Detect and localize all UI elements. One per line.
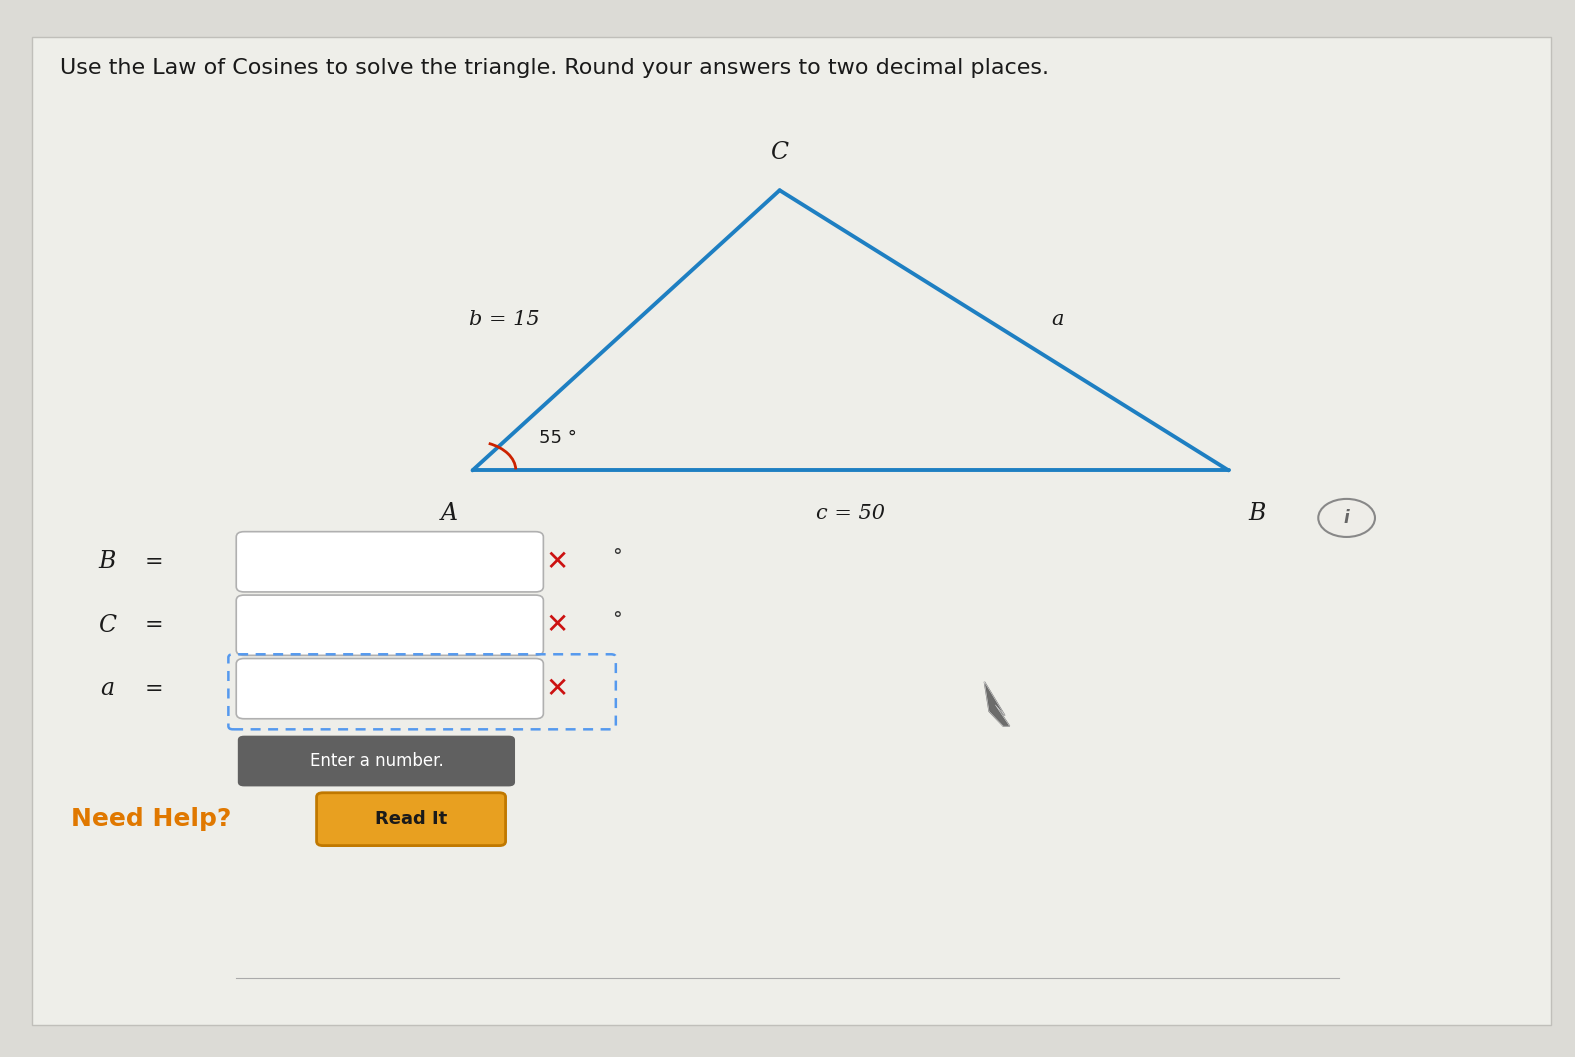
Text: C: C [98,614,117,636]
FancyBboxPatch shape [32,37,1551,1025]
FancyBboxPatch shape [317,793,506,846]
FancyBboxPatch shape [238,736,515,786]
Text: i: i [1343,508,1350,527]
Text: Read It: Read It [375,810,447,829]
Text: Use the Law of Cosines to solve the triangle. Round your answers to two decimal : Use the Law of Cosines to solve the tria… [60,58,1049,78]
Text: =: = [145,679,164,699]
Text: °: ° [613,611,622,629]
Text: Need Help?: Need Help? [71,808,232,831]
FancyBboxPatch shape [236,595,543,655]
Polygon shape [984,682,1010,726]
Text: Enter a number.: Enter a number. [310,752,443,771]
Text: B: B [1247,502,1266,525]
FancyBboxPatch shape [236,659,543,719]
Text: B: B [98,551,117,573]
Text: ✕: ✕ [547,548,569,576]
Text: c = 50: c = 50 [816,504,885,523]
Text: =: = [145,552,164,572]
Text: =: = [145,615,164,635]
Text: 55 °: 55 ° [539,429,576,447]
Text: a: a [1052,311,1063,329]
Text: °: ° [613,548,622,565]
Text: ✕: ✕ [547,674,569,703]
Text: C: C [770,141,789,164]
FancyBboxPatch shape [236,532,543,592]
Text: a: a [101,678,113,700]
Text: ✕: ✕ [547,611,569,639]
Circle shape [1318,499,1375,537]
Text: A: A [441,502,457,525]
Text: b = 15: b = 15 [469,311,539,329]
